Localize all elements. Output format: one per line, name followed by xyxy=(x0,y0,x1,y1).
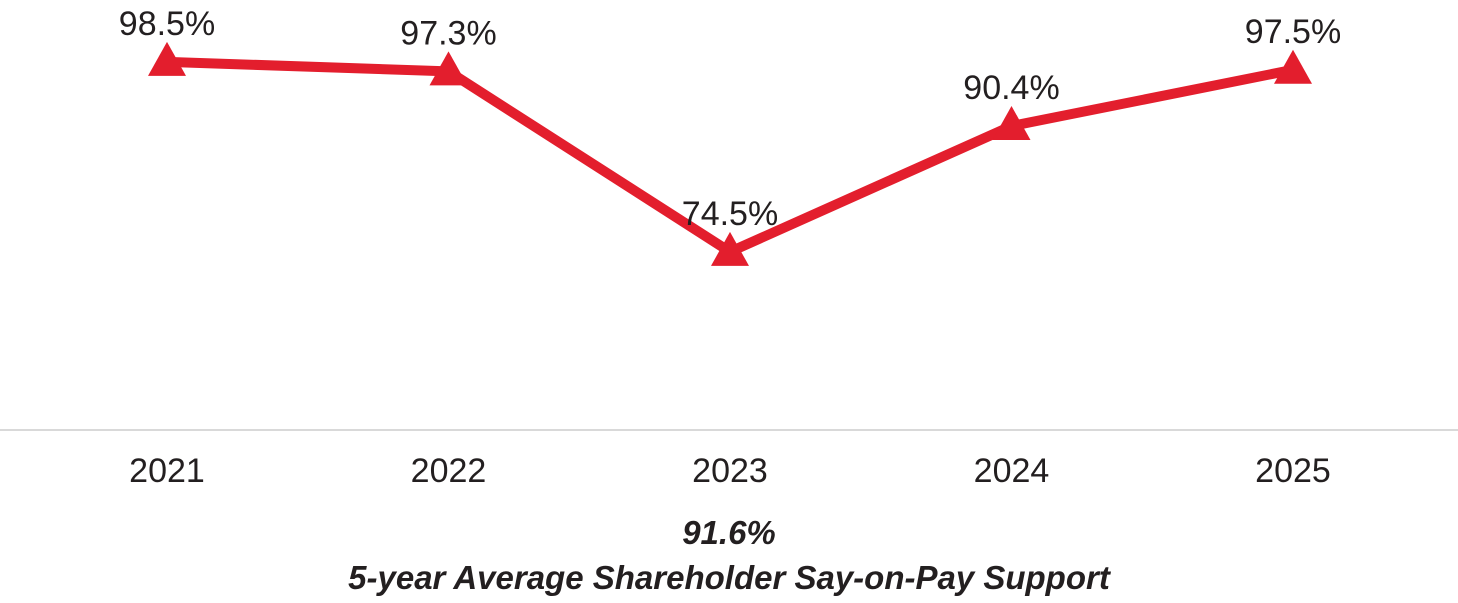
data-point-marker-2022 xyxy=(429,51,468,86)
data-point-marker-2023 xyxy=(711,231,749,266)
x-tick-label-2025: 2025 xyxy=(1255,452,1331,490)
data-point-marker-2021 xyxy=(148,41,186,76)
x-tick-label-2024: 2024 xyxy=(974,452,1050,490)
data-point-marker-2025 xyxy=(1274,49,1312,84)
x-tick-label-2023: 2023 xyxy=(692,452,768,490)
marker-layer xyxy=(148,41,1312,266)
data-label-2023: 74.5% xyxy=(682,195,778,233)
data-label-2021: 98.5% xyxy=(119,5,215,43)
data-label-2024: 90.4% xyxy=(963,69,1059,107)
data-label-2025: 97.5% xyxy=(1245,13,1341,51)
x-tick-label-2021: 2021 xyxy=(129,452,205,490)
average-value: 91.6% xyxy=(682,514,776,551)
x-tick-label-2022: 2022 xyxy=(411,452,487,490)
data-label-2022: 97.3% xyxy=(400,14,496,52)
data-label-layer: 98.5% 97.3% 74.5% 90.4% 97.5% xyxy=(119,5,1341,233)
x-tick-layer: 2021 2022 2023 2024 2025 xyxy=(129,452,1331,490)
average-label: 5-year Average Shareholder Say-on-Pay Su… xyxy=(348,559,1110,596)
data-point-marker-2024 xyxy=(992,106,1031,140)
